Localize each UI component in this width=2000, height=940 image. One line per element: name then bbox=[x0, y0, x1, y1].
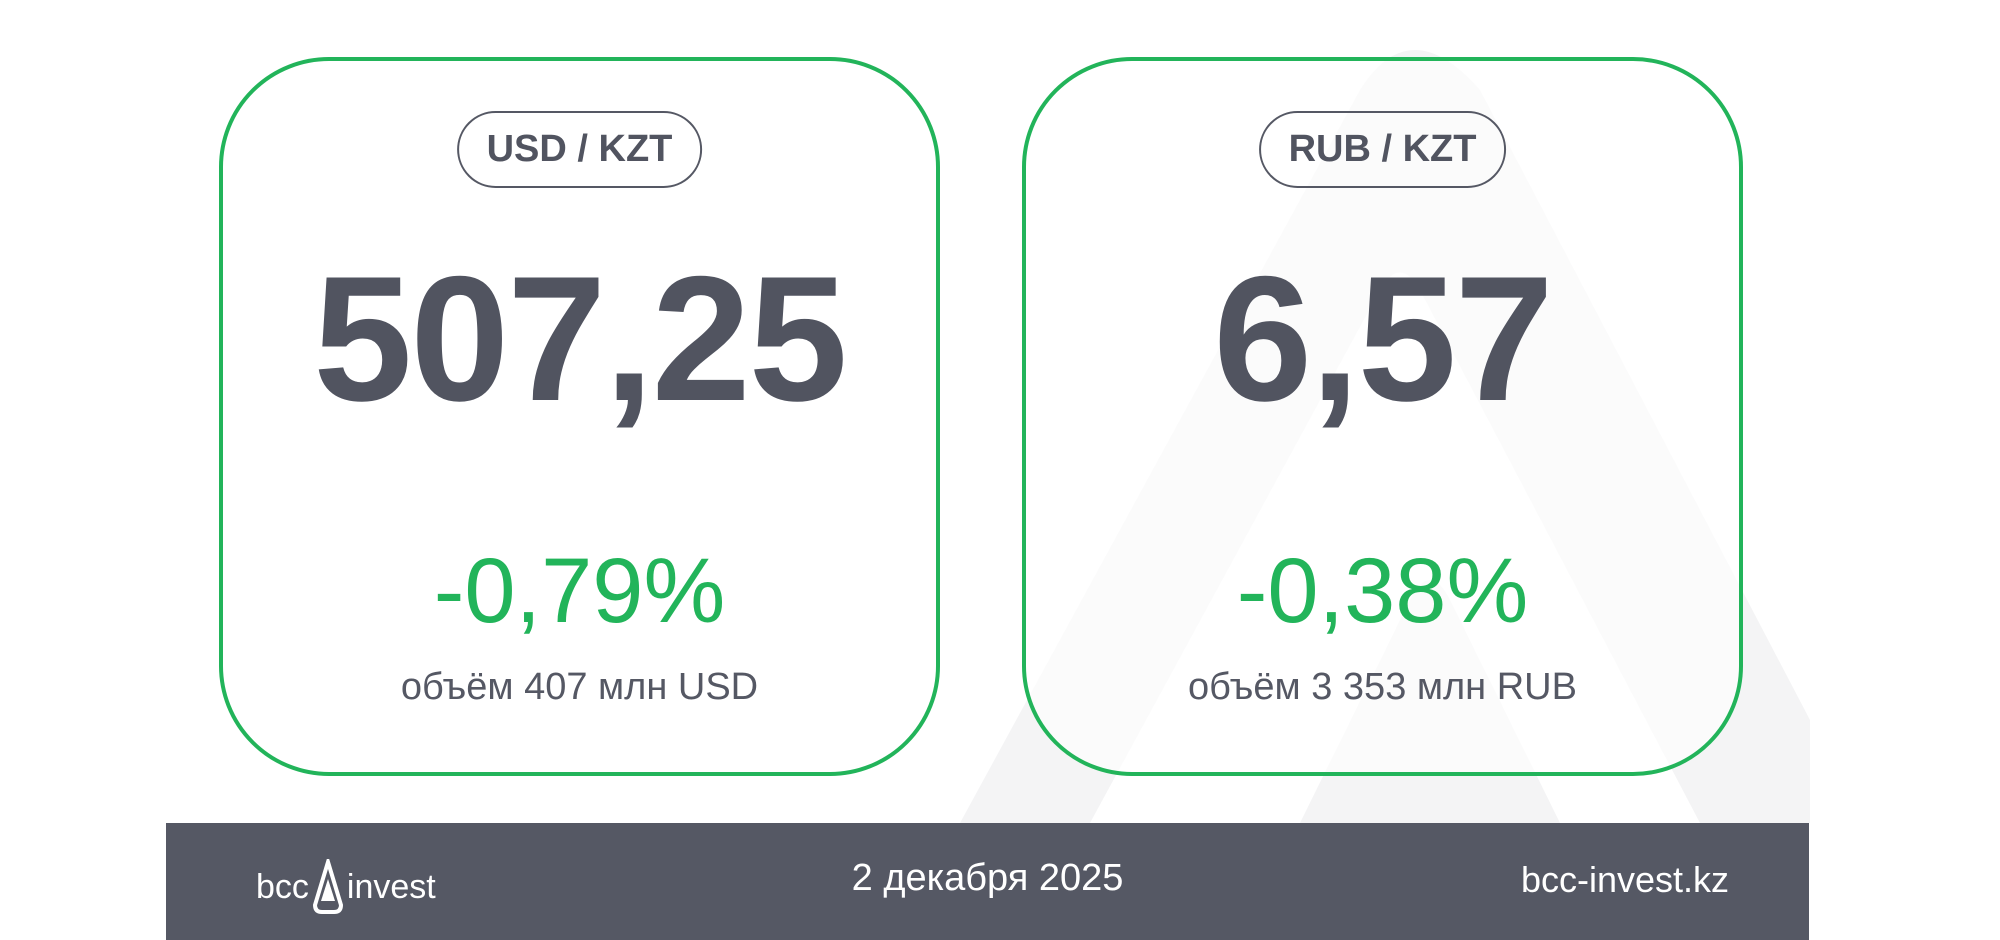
logo-triangle-icon bbox=[312, 859, 343, 914]
bcc-invest-logo: bcc invest bbox=[256, 859, 436, 915]
exchange-rate: 507,25 bbox=[313, 239, 847, 438]
rate-change: -0,38% bbox=[1236, 540, 1529, 642]
trade-volume: объём 407 млн USD bbox=[400, 666, 759, 708]
currency-pair-badge: USD / KZT bbox=[456, 111, 703, 188]
report-date: 2 декабря 2025 bbox=[851, 857, 1124, 899]
trade-volume: объём 3 353 млн RUB bbox=[1188, 666, 1577, 708]
exchange-rate: 6,57 bbox=[1213, 239, 1553, 438]
currency-pair-badge: RUB / KZT bbox=[1258, 111, 1507, 188]
usd-kzt-card: USD / KZT 507,25 -0,79% объём 407 млн US… bbox=[219, 57, 940, 776]
website-link[interactable]: bcc-invest.kz bbox=[1520, 859, 1729, 900]
rub-kzt-card: RUB / KZT 6,57 -0,38% объём 3 353 млн RU… bbox=[1022, 57, 1743, 776]
logo-text-bcc: bcc bbox=[256, 867, 309, 906]
footer-bar: bcc invest 2 декабря 2025 bcc-invest.kz bbox=[166, 823, 1809, 940]
rate-change: -0,79% bbox=[433, 540, 726, 642]
logo-text-invest: invest bbox=[346, 867, 436, 906]
